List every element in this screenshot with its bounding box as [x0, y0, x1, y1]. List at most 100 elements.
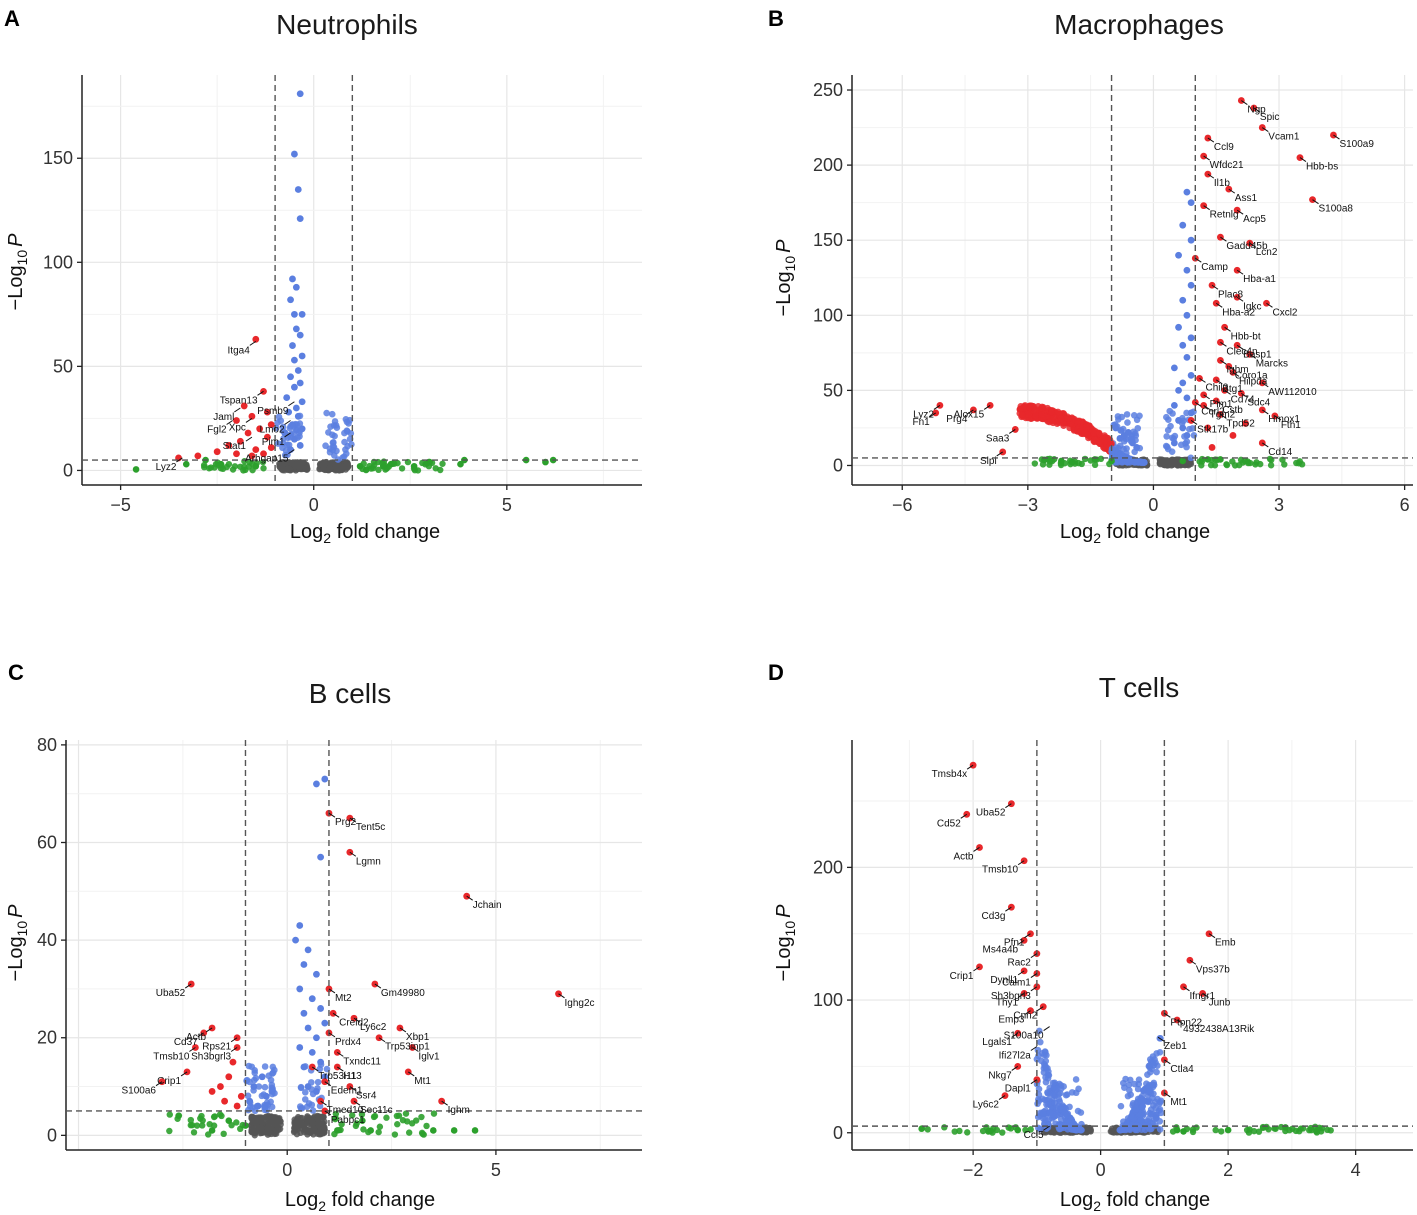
p-only-point [1156, 1049, 1164, 1056]
x-axis-title-sub: 2 [318, 1198, 326, 1214]
x-tick-label: −3 [1018, 495, 1039, 515]
gene-label: Tpd52 [1226, 418, 1255, 429]
gene-label: Tspan13 [220, 395, 258, 406]
fc-only-point [217, 460, 225, 468]
x-axis-title: Log2 fold change [1060, 1189, 1210, 1214]
gene-label: Acp5 [1243, 214, 1266, 225]
p-only-point [1122, 1075, 1129, 1083]
gene-label: Lyz2 [156, 462, 177, 473]
p-only-point [1170, 439, 1178, 447]
y-tick-label: 0 [833, 1123, 843, 1143]
label-leader [1241, 100, 1248, 105]
p-only-point [1175, 323, 1182, 331]
x-tick-label: 5 [491, 1160, 501, 1180]
label-leader [234, 407, 241, 413]
gene-label: Basp1 [1243, 349, 1272, 360]
y-axis-title-sub: 10 [14, 921, 30, 937]
fc-only-point [394, 1121, 401, 1128]
x-axis-title-rest: fold change [331, 521, 440, 543]
sig-point [1090, 430, 1097, 437]
fc-only-point [999, 1129, 1006, 1136]
ns-point [254, 1119, 261, 1126]
label-leader [929, 412, 937, 418]
label-leader [1017, 860, 1025, 866]
p-only-point [1146, 1068, 1154, 1076]
fc-only-point [1255, 1128, 1263, 1135]
label-leader [1262, 127, 1269, 132]
fc-only-point [332, 1110, 340, 1118]
p-only-point [1049, 1091, 1057, 1099]
sig-point [252, 335, 260, 343]
p-only-point [1054, 1111, 1061, 1119]
p-only-point [1046, 1109, 1054, 1116]
label-leader [155, 1081, 163, 1087]
label-leader [1017, 970, 1025, 976]
fc-only-point [423, 1122, 430, 1130]
p-only-point [294, 186, 302, 193]
ns-point [268, 1130, 275, 1138]
x-axis-title-main: Log [285, 1189, 318, 1211]
sig-point [555, 990, 562, 998]
p-only-point [304, 1083, 312, 1090]
gene-label: Rps21 [202, 1042, 231, 1053]
gene-label: Xpc [229, 422, 246, 433]
label-leader [407, 1071, 415, 1077]
sig-point [1070, 427, 1078, 434]
x-axis-title-main: Log [1060, 1189, 1093, 1211]
gene-label: Prg2 [335, 817, 357, 828]
fc-only-point [1217, 1128, 1225, 1135]
label-leader [257, 390, 264, 396]
sig-point [248, 412, 256, 420]
fc-only-point [410, 462, 418, 470]
y-axis-title-main: −Log [5, 936, 27, 981]
sig-point [233, 1102, 241, 1110]
p-only-point [1124, 419, 1131, 426]
sig-point [1054, 408, 1062, 416]
p-only-point [1060, 1083, 1067, 1090]
fc-only-point [132, 466, 140, 473]
sig-point [213, 448, 221, 456]
fc-only-point [166, 1111, 173, 1118]
y-axis-title-italic: P [773, 239, 795, 253]
p-only-point [1156, 1106, 1164, 1113]
sig-point [1039, 1003, 1047, 1011]
p-only-point [274, 419, 281, 427]
gene-label: Iglv1 [418, 1052, 440, 1063]
p-only-point [269, 1063, 277, 1071]
p-only-point [304, 946, 312, 954]
p-only-point [1112, 424, 1120, 432]
label-leader [933, 404, 941, 410]
gene-label: Igkc [1243, 301, 1261, 312]
sig-point [1242, 420, 1249, 427]
p-only-point [309, 1107, 317, 1114]
p-only-point [1186, 425, 1193, 433]
sig-point [1101, 433, 1109, 441]
fc-only-point [349, 1112, 356, 1119]
sig-point [1032, 412, 1039, 420]
ns-point [267, 1124, 275, 1131]
gene-label: Vcam1 [1268, 132, 1300, 143]
label-leader [1228, 365, 1236, 371]
y-axis-title: −Log10 P [5, 233, 30, 311]
label-leader [1203, 155, 1210, 161]
gene-label: Mt1 [1170, 1097, 1187, 1108]
p-only-point [1117, 1102, 1125, 1110]
gene-label: Chil3 [1205, 382, 1228, 393]
fc-only-point [376, 1123, 384, 1130]
gene-label: Sh3bgrl3 [991, 991, 1031, 1002]
label-leader [226, 420, 233, 425]
p-only-point [1179, 296, 1187, 304]
fc-only-point [471, 1127, 479, 1134]
panel-title: Neutrophils [276, 9, 418, 40]
p-only-point [1042, 1078, 1050, 1086]
gene-label: Tmsb4x [932, 769, 968, 780]
fc-only-point [1005, 1124, 1012, 1131]
p-only-point [1128, 1113, 1135, 1120]
fc-only-point [951, 1128, 958, 1135]
x-tick-label: 6 [1400, 495, 1410, 515]
x-tick-label: −6 [892, 495, 913, 515]
p-only-point [1183, 432, 1191, 439]
gene-label: Lgmn [356, 856, 381, 867]
p-only-point [268, 1103, 276, 1111]
p-only-point [1068, 1122, 1075, 1130]
